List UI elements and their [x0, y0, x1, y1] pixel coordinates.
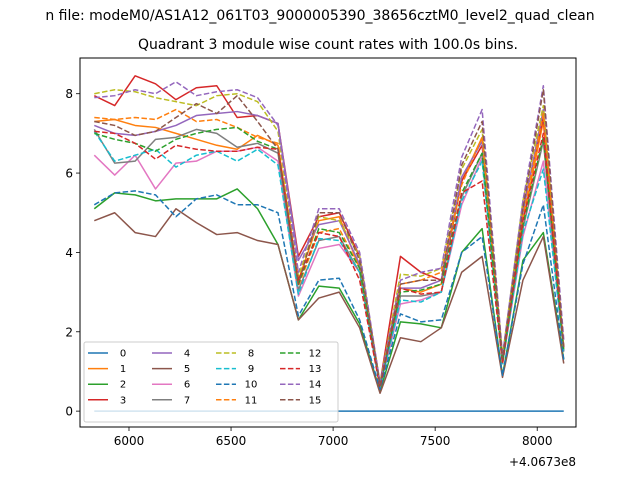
series-line-15: [94, 88, 565, 387]
figure-suptitle: n file: modeM0/AS1A12_061T03_9000005390_…: [45, 8, 594, 24]
legend-label-9: 9: [248, 364, 254, 375]
legend-label-3: 3: [120, 395, 126, 406]
chart-title: Quadrant 3 module wise count rates with …: [138, 37, 518, 53]
series-line-12: [94, 126, 565, 387]
legend-label-2: 2: [120, 380, 126, 391]
legend-label-5: 5: [184, 364, 190, 375]
legend-label-11: 11: [245, 395, 258, 406]
x-tick-label: 7000: [318, 434, 349, 448]
y-tick-label: 2: [65, 325, 73, 339]
legend-label-13: 13: [309, 364, 322, 375]
series-line-9: [93, 130, 565, 389]
plot-frame: [79, 57, 577, 428]
series-line-2: [93, 188, 565, 393]
x-offset-label: +4.0673e8: [509, 455, 576, 469]
legend-label-10: 10: [245, 380, 258, 391]
legend-label-4: 4: [184, 349, 190, 360]
series-line-13: [94, 130, 565, 389]
x-tick-label: 7500: [420, 434, 451, 448]
y-tick-label: 0: [65, 405, 73, 419]
series-line-10: [93, 190, 565, 391]
legend-label-15: 15: [309, 395, 322, 406]
x-tick-label: 8000: [522, 434, 553, 448]
y-tick-label: 6: [65, 167, 73, 181]
x-tick-label: 6500: [216, 434, 247, 448]
legend-label-6: 6: [184, 380, 190, 391]
series-line-14: [94, 81, 565, 385]
legend-frame: [83, 341, 339, 423]
legend-label-12: 12: [309, 349, 322, 360]
legend-label-7: 7: [184, 395, 190, 406]
y-axis: 0 2 4 6 8: [65, 87, 80, 419]
series-line-11: [94, 108, 565, 387]
y-tick-label: 4: [65, 246, 73, 260]
x-tick-label: 6000: [114, 434, 145, 448]
y-tick-label: 8: [65, 87, 73, 101]
x-axis: 6000 6500 7000 7500 8000: [114, 427, 553, 448]
legend-label-1: 1: [120, 364, 126, 375]
legend-label-14: 14: [309, 380, 322, 391]
series-line-4: [94, 108, 565, 387]
legend-label-0: 0: [120, 349, 126, 360]
legend-label-8: 8: [248, 349, 254, 360]
series-layer: [93, 75, 565, 412]
